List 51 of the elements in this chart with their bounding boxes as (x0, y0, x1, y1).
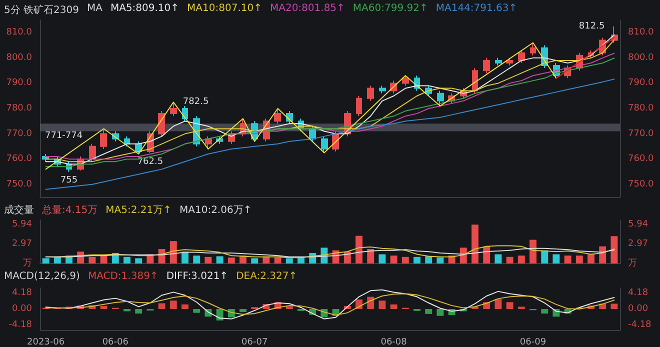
y2-tick-label: 2.97 (628, 238, 648, 249)
text: MA5:2.21万↑ (106, 204, 172, 217)
y-tick-label: -4.18 (8, 320, 32, 330)
y2-tick-label: 760.0 (628, 154, 654, 164)
y2-tick-label: 770.0 (628, 128, 654, 139)
text: MA60:799.92↑ (352, 3, 428, 16)
text: MA5:809.10↑ (110, 3, 180, 16)
x-tick-label: 06-06 (102, 338, 129, 347)
y2-tick-label: 4.18 (628, 288, 648, 298)
y-tick-label: 0.00 (12, 304, 32, 314)
text: MA144:791.63↑ (436, 3, 518, 16)
y-tick-label: 800.0 (6, 52, 32, 63)
y-tick-label: 4.18 (12, 288, 32, 298)
annotation: 812.5 (578, 21, 605, 32)
chart-title: 成交量 (4, 204, 34, 217)
y-tick-label: 2.97 (12, 238, 32, 249)
chart-title: 5分 铁矿石2309 (4, 4, 79, 17)
legend-title: MA (87, 3, 102, 16)
y-tick-label: 770.0 (6, 128, 32, 139)
text: MA10:2.06万↑ (180, 204, 252, 217)
y2-tick-label: 780.0 (628, 104, 654, 114)
chart-title: MACD(12,26,9) (4, 271, 80, 282)
y-tick-label: 5.94 (12, 219, 32, 230)
text: DEA:2.327↑ (236, 271, 298, 282)
text: MA20:801.85↑ (270, 3, 345, 16)
y-tick-label: 810.0 (6, 28, 32, 38)
text: MACD:1.389↑ (88, 271, 158, 282)
annotation: 762.5 (137, 156, 164, 167)
y-tick-label: 760.0 (6, 154, 32, 164)
annotation: 755 (60, 176, 78, 186)
y-tick-label: 780.0 (6, 104, 32, 114)
y2-tick-label: 0.00 (628, 304, 648, 314)
y-tick-label: 790.0 (6, 78, 32, 88)
y2-tick-label: 万 (628, 258, 637, 268)
y-tick-label: 万 (23, 258, 32, 268)
x-tick-label: 06-08 (380, 338, 408, 347)
y2-tick-label: 750.0 (628, 179, 654, 190)
y2-tick-label: 5.94 (628, 219, 648, 230)
text: 总量:4.15万 (42, 204, 98, 217)
x-tick-label: 2023-06 (26, 338, 65, 347)
band-label: 771-774 (45, 130, 83, 141)
x-tick-label: 06-07 (242, 338, 268, 347)
series-label: DIFF:3.021↑ (166, 271, 228, 282)
text: MA10:807.10↑ (187, 3, 262, 16)
y-tick-label: 750.0 (6, 179, 32, 190)
annotation: 782.5 (182, 97, 209, 108)
x-tick-label: 06-09 (520, 338, 546, 347)
y2-tick-label: 800.0 (628, 52, 654, 63)
y2-tick-label: 790.0 (628, 78, 654, 88)
y2-tick-label: 810.0 (628, 28, 654, 38)
y2-tick-label: -4.18 (628, 320, 652, 330)
